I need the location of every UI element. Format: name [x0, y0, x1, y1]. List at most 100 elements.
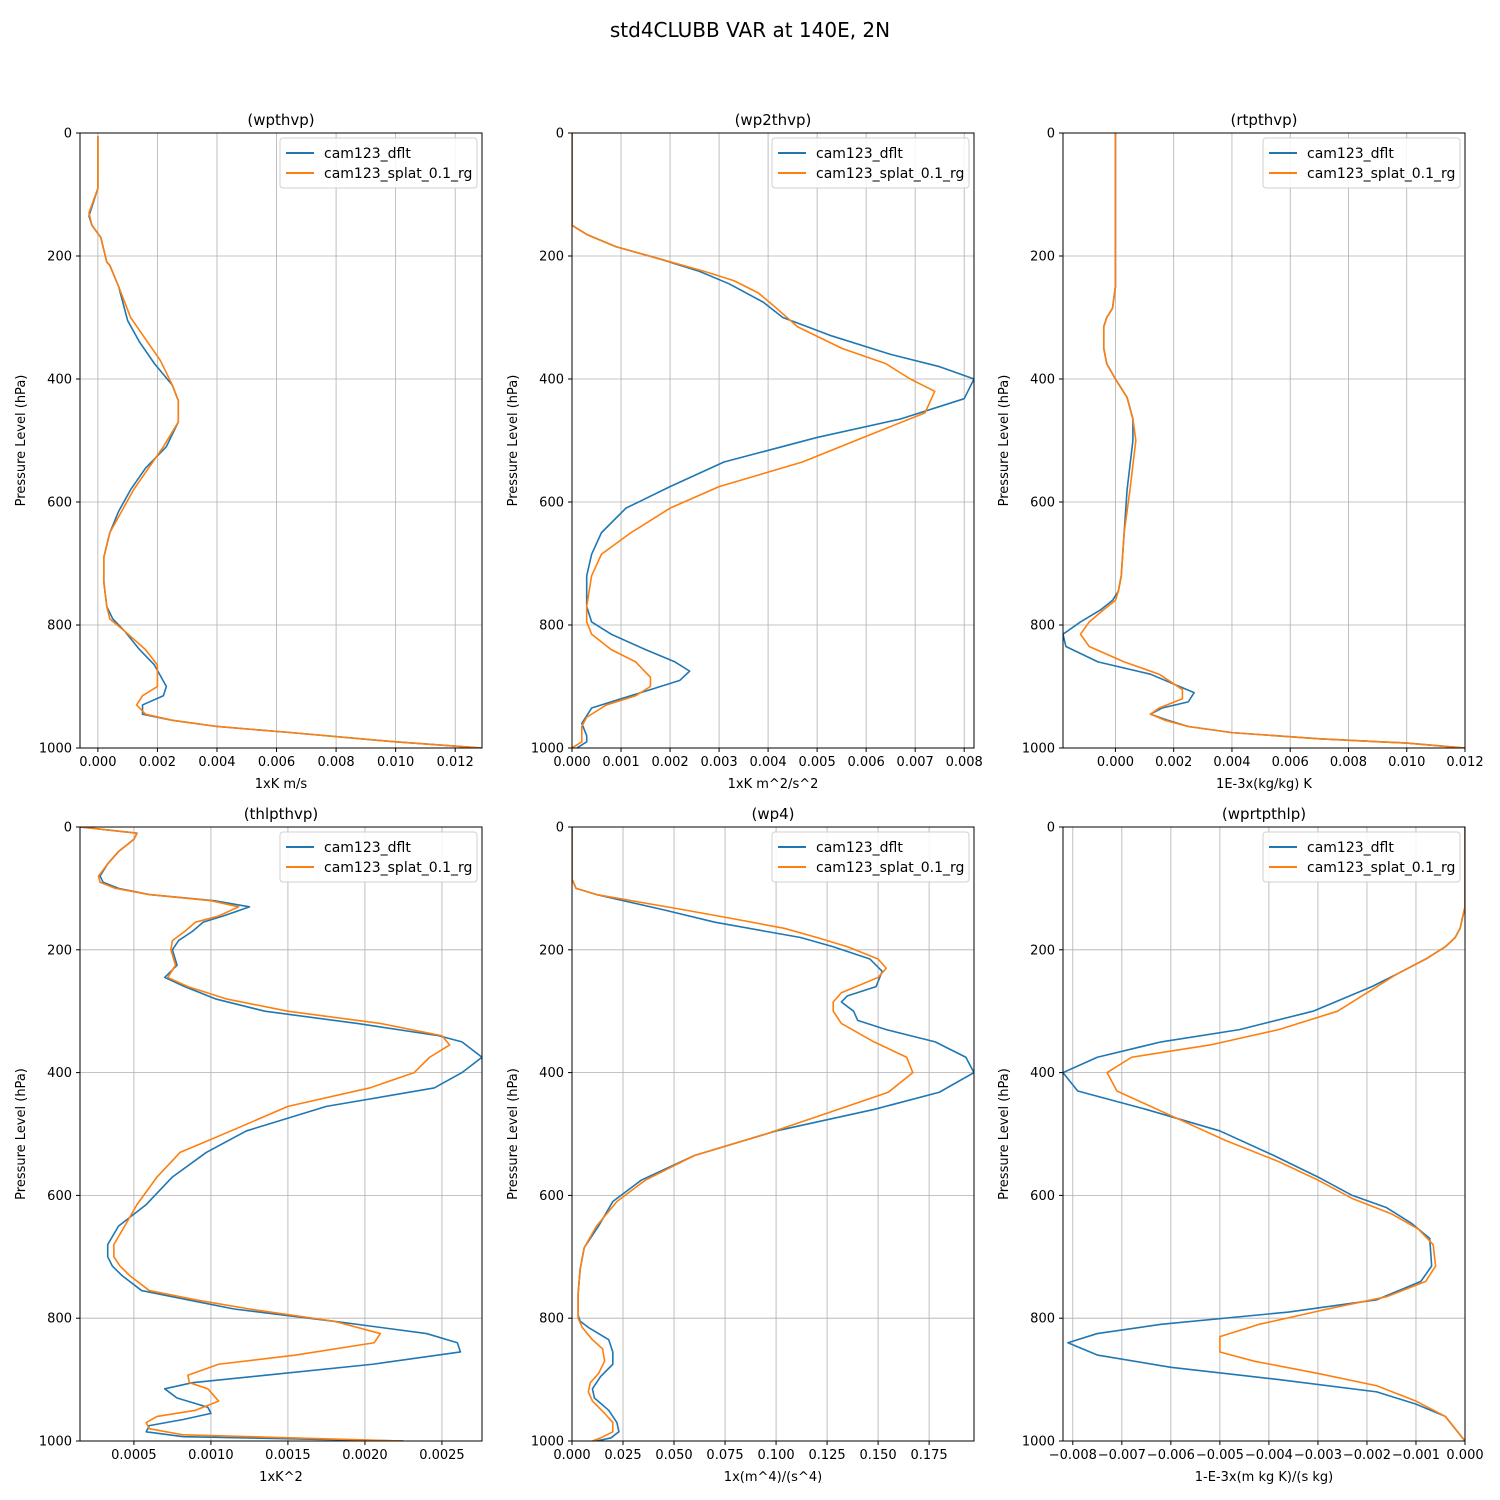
- legend-label: cam123_splat_0.1_rg: [1307, 860, 1455, 876]
- x-tick-label: 0.007: [897, 755, 934, 770]
- x-axis-label: 1-E-3x(m kg K)/(s kg): [1195, 1470, 1333, 1485]
- x-tick-label: 0.006: [1272, 755, 1309, 770]
- legend: cam123_dflt cam123_splat_0.1_rg: [771, 831, 970, 883]
- y-tick-label: 400: [1030, 373, 1055, 388]
- y-tick-label: 800: [47, 619, 72, 634]
- x-tick-label: 0.008: [317, 755, 354, 770]
- x-tick-label: 0.100: [757, 1448, 794, 1463]
- x-tick-label: 0.0015: [265, 1448, 311, 1463]
- x-tick-label: 0.012: [1446, 755, 1483, 770]
- series-line-cam123-splat-0-1-rg: [1079, 133, 1465, 748]
- legend-label: cam123_splat_0.1_rg: [324, 166, 472, 182]
- legend-label: cam123_dflt: [816, 840, 903, 856]
- legend-box: [279, 137, 478, 189]
- y-tick-label: 200: [1030, 943, 1055, 958]
- y-tick-label: 0: [556, 821, 564, 836]
- y-tick-label: 600: [539, 496, 564, 511]
- legend-box: [771, 831, 970, 883]
- x-tick-label: 0.000: [553, 1448, 590, 1463]
- grid-lines: [80, 826, 482, 1442]
- axes-frame: [1062, 826, 1466, 1442]
- legend-label: cam123_splat_0.1_rg: [816, 166, 964, 182]
- y-tick-label: 800: [47, 1312, 72, 1327]
- x-tick-label: 0.010: [377, 755, 414, 770]
- x-tick-label: 0.006: [258, 755, 295, 770]
- x-tick-label: 0.175: [910, 1448, 947, 1463]
- legend: cam123_dflt cam123_splat_0.1_rg: [1262, 137, 1461, 189]
- x-tick-label: 0.0020: [342, 1448, 388, 1463]
- legend: cam123_dflt cam123_splat_0.1_rg: [771, 137, 970, 189]
- y-tick-label: 0: [1047, 127, 1055, 142]
- x-tick-label: −0.004: [1245, 1448, 1293, 1463]
- x-tick-label: 0.012: [437, 755, 474, 770]
- legend-box: [279, 831, 478, 883]
- y-tick-label: 600: [47, 1189, 72, 1204]
- x-tick-label: 0.005: [799, 755, 836, 770]
- legend: cam123_dflt cam123_splat_0.1_rg: [279, 137, 478, 189]
- series-line-cam123-splat-0-1-rg: [572, 133, 936, 748]
- x-tick-label: −0.002: [1343, 1448, 1391, 1463]
- y-axis-label: Pressure Level (hPa): [997, 1068, 1012, 1200]
- y-tick-label: 0: [64, 821, 72, 836]
- y-tick-label: 400: [539, 1066, 564, 1081]
- legend-label: cam123_dflt: [1307, 146, 1394, 162]
- y-tick-label: 600: [539, 1189, 564, 1204]
- subplot-3: 0.000 0.002 0.004 0.006 0.008 0.010 0.012 0 200 4…: [997, 111, 1484, 792]
- x-tick-label: 0.050: [655, 1448, 692, 1463]
- y-tick-label: 1000: [39, 1435, 72, 1450]
- legend: cam123_dflt cam123_splat_0.1_rg: [279, 831, 478, 883]
- subplot-5: 0.000 0.025 0.050 0.075 0.100 0.125 0.150 0.175…: [506, 805, 975, 1485]
- subplot-1: 0.000 0.002 0.004 0.006 0.008 0.010 0.012 0 200 4…: [14, 111, 483, 792]
- x-tick-label: 0.000: [553, 755, 590, 770]
- x-tick-label: −0.007: [1098, 1448, 1146, 1463]
- y-tick-label: 200: [47, 943, 72, 958]
- y-tick-label: 200: [539, 943, 564, 958]
- y-tick-label: 400: [47, 373, 72, 388]
- x-tick-label: −0.001: [1392, 1448, 1440, 1463]
- axes-frame: [571, 132, 975, 749]
- y-tick-label: 1000: [531, 742, 564, 757]
- x-tick-label: 0.006: [848, 755, 885, 770]
- x-tick-label: 0.004: [1213, 755, 1250, 770]
- x-tick-label: 0.003: [700, 755, 737, 770]
- legend: cam123_dflt cam123_splat_0.1_rg: [1262, 831, 1461, 883]
- y-tick-label: 400: [1030, 1066, 1055, 1081]
- y-tick-label: 400: [47, 1066, 72, 1081]
- subplot-title: (thlpthvp): [244, 805, 319, 823]
- legend-box: [1262, 137, 1461, 189]
- y-tick-label: 800: [1030, 619, 1055, 634]
- subplot-title: (wp4): [751, 805, 794, 823]
- x-tick-label: −0.006: [1147, 1448, 1195, 1463]
- y-axis-label: Pressure Level (hPa): [506, 375, 521, 507]
- x-tick-label: 0.002: [651, 755, 688, 770]
- figure-title: std4CLUBB VAR at 140E, 2N: [610, 18, 890, 42]
- axes-frame: [79, 826, 483, 1442]
- y-axis-label: Pressure Level (hPa): [506, 1068, 521, 1200]
- x-tick-label: −0.005: [1196, 1448, 1244, 1463]
- subplot-title: (wp2thvp): [735, 111, 812, 129]
- legend-label: cam123_dflt: [324, 146, 411, 162]
- y-tick-label: 800: [539, 1312, 564, 1327]
- x-tick-label: −0.008: [1049, 1448, 1097, 1463]
- x-tick-label: 0.010: [1388, 755, 1425, 770]
- x-tick-label: −0.003: [1294, 1448, 1342, 1463]
- legend-box: [771, 137, 970, 189]
- x-tick-label: 0.008: [1330, 755, 1367, 770]
- x-axis-label: 1xK m/s: [255, 777, 308, 792]
- y-tick-label: 600: [1030, 1189, 1055, 1204]
- y-tick-label: 600: [1030, 496, 1055, 511]
- subplot-title: (wprtpthlp): [1222, 805, 1306, 823]
- subplot-2: 0.000 0.001 0.002 0.003 0.004 0.005 0.006 0.007…: [506, 111, 983, 792]
- axes-frame: [79, 132, 483, 749]
- series-line-cam123-dflt: [80, 827, 482, 1441]
- series-line-cam123-dflt: [572, 827, 974, 1441]
- subplot-grid: 0.000 0.002 0.004 0.006 0.008 0.010 0.012 0 200 4…: [14, 111, 1484, 1485]
- x-axis-label: 1xK^2: [259, 1470, 303, 1485]
- x-tick-label: 0.001: [602, 755, 639, 770]
- x-tick-label: 0.0005: [111, 1448, 157, 1463]
- x-tick-label: 0.125: [808, 1448, 845, 1463]
- y-tick-label: 1000: [531, 1435, 564, 1450]
- y-axis-label: Pressure Level (hPa): [997, 375, 1012, 507]
- axes-frame: [1062, 132, 1466, 749]
